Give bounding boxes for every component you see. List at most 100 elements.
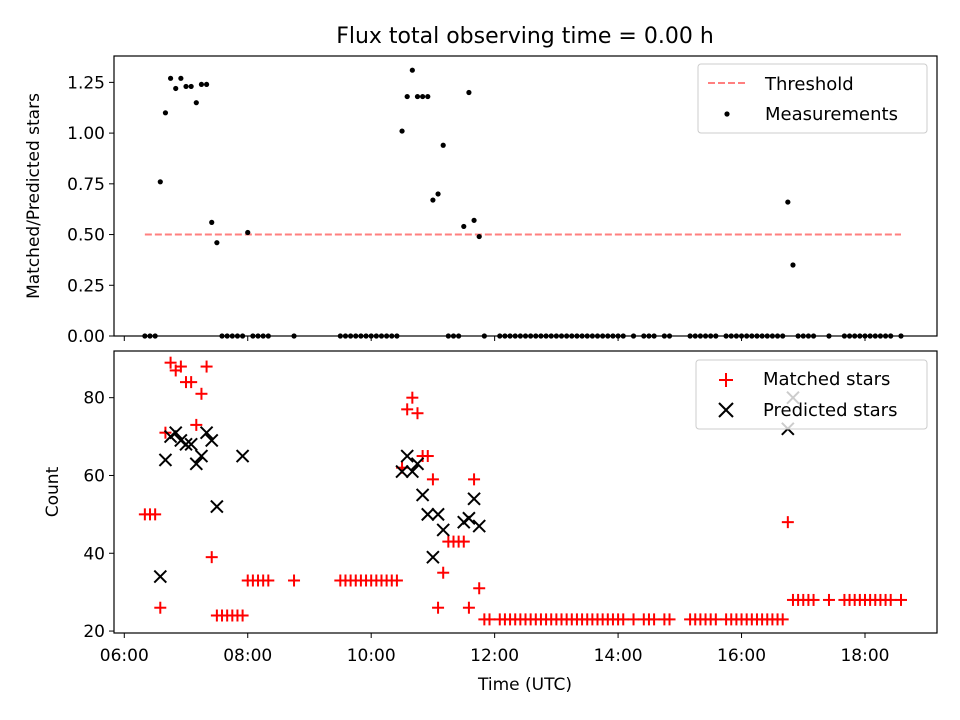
- matched-star-point: [149, 508, 162, 521]
- matched-star-point: [483, 613, 496, 626]
- matched-star-point: [437, 566, 450, 579]
- predicted-star-point: [431, 507, 445, 522]
- predicted-star-point: [205, 433, 219, 448]
- y-tick-label: 0.25: [67, 276, 105, 296]
- matched-star-point: [648, 613, 661, 626]
- top-legend: Threshold Measurements: [697, 63, 928, 134]
- figure-title: Flux total observing time = 0.00 h: [336, 24, 714, 49]
- matched-star-point: [154, 601, 167, 614]
- matched-star-point: [390, 574, 403, 587]
- x-tick-label: 14:00: [594, 646, 643, 666]
- legend-predicted-swatch: [718, 402, 734, 418]
- matched-star-point: [822, 593, 835, 606]
- legend-predicted-label: Predicted stars: [763, 400, 897, 421]
- predicted-star-point: [235, 449, 250, 463]
- measurement-point: [209, 219, 215, 225]
- matched-star-point: [200, 360, 213, 373]
- matched-star-point: [205, 551, 218, 564]
- matched-star-point: [236, 609, 249, 622]
- matched-star-point: [190, 418, 203, 431]
- measurement-point: [409, 67, 415, 73]
- y-tick-label: 0.00: [67, 327, 105, 347]
- y-tick-label: 80: [83, 389, 105, 409]
- top-y-axis-label: Matched/Predicted stars: [24, 93, 44, 299]
- matched-star-point: [663, 613, 676, 626]
- predicted-star-point: [189, 457, 204, 471]
- matched-star-point: [401, 403, 414, 416]
- bottom-legend: Matched stars Predicted stars: [695, 359, 928, 430]
- y-tick-label: 60: [83, 466, 105, 486]
- bottom-panel: 20 40 60 80 06:00 08:00 10:00 12:00 14:00 16:00 1…: [43, 350, 938, 695]
- matched-star-point: [473, 582, 486, 595]
- y-tick-label: 1.00: [67, 124, 105, 144]
- matched-star-point: [617, 613, 630, 626]
- predicted-star-point: [179, 437, 193, 452]
- legend-measurements-swatch: [724, 111, 730, 117]
- matched-star-point: [781, 516, 794, 529]
- bottom-y-axis: 20 40 60 80: [83, 389, 114, 642]
- measurement-point: [214, 240, 220, 246]
- measurement-point: [203, 81, 210, 88]
- predicted-star-point: [462, 511, 476, 525]
- measurement-point: [162, 110, 169, 116]
- matched-star-point: [457, 535, 470, 548]
- measurement-point: [414, 93, 421, 100]
- bottom-y-axis-label: Count: [43, 466, 63, 517]
- predicted-star-point: [199, 425, 214, 440]
- matched-star-point: [432, 601, 445, 614]
- measurement-point: [188, 83, 194, 90]
- matched-star-point: [709, 613, 722, 626]
- matched-star-point: [884, 593, 897, 606]
- matched-star-point: [468, 473, 481, 486]
- x-tick-label: 06:00: [100, 646, 149, 666]
- measurement-point: [471, 217, 477, 223]
- x-tick-label: 08:00: [223, 646, 272, 666]
- matched-star-point: [894, 593, 907, 606]
- predicted-star-point: [415, 488, 430, 502]
- predicted-star-point: [426, 550, 440, 564]
- matched-star-point: [411, 407, 424, 420]
- x-tick-label: 10:00: [347, 646, 396, 666]
- top-axes-frame: [113, 55, 938, 337]
- predicted-star-point: [400, 449, 414, 463]
- measurement-point: [245, 229, 251, 236]
- matched-star-point: [164, 356, 177, 369]
- predicted-star-point: [421, 507, 435, 522]
- matched-star-point: [288, 574, 301, 587]
- measurement-point: [399, 128, 405, 134]
- top-panel: 0.00 0.25 0.50 0.75 1.00 1.25 Matched/Predict…: [24, 55, 938, 347]
- legend-matched-swatch: [719, 373, 733, 387]
- top-marks: [142, 67, 904, 339]
- y-tick-label: 1.25: [67, 73, 105, 93]
- predicted-star-point: [395, 464, 409, 479]
- measurement-point: [476, 233, 482, 240]
- measurement-point: [430, 197, 436, 203]
- bottom-x-axis: 06:00 08:00 10:00 12:00 14:00 16:00 18:00: [100, 633, 889, 666]
- y-tick-label: 0.75: [67, 175, 105, 195]
- top-x-axis: [123, 336, 866, 341]
- matched-star-point: [627, 613, 640, 626]
- bottom-marks: [138, 356, 907, 626]
- measurement-point: [183, 83, 189, 90]
- matched-star-point: [174, 360, 187, 373]
- measurement-point: [425, 93, 431, 100]
- top-y-axis: 0.00 0.25 0.50 0.75 1.00 1.25: [67, 73, 114, 347]
- matched-star-point: [195, 387, 208, 400]
- measurement-point: [785, 199, 791, 205]
- measurement-point: [435, 191, 441, 197]
- legend-measurements-label: Measurements: [765, 104, 898, 125]
- matched-star-point: [426, 473, 439, 486]
- matched-star-point: [185, 376, 198, 389]
- measurement-point: [420, 93, 426, 100]
- predicted-star-point: [467, 492, 481, 506]
- predicted-star-point: [184, 437, 198, 452]
- y-tick-label: 40: [83, 544, 105, 564]
- matched-star-point: [421, 450, 434, 463]
- bottom-legend-box: [695, 359, 928, 430]
- legend-matched-label: Matched stars: [763, 369, 890, 390]
- measurement-point: [404, 93, 410, 100]
- predicted-star-point: [410, 457, 425, 471]
- measurement-point: [178, 75, 184, 81]
- measurement-point: [790, 262, 796, 268]
